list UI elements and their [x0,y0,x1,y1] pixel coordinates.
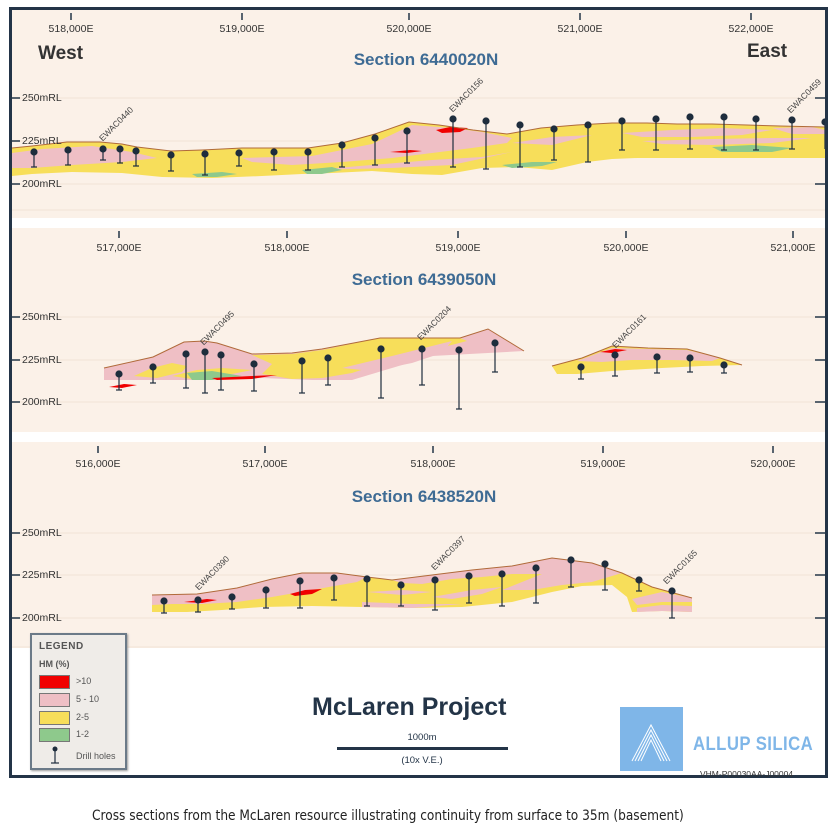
easting-tick-label: 522,000E [728,23,774,35]
logo-text: ALLUP SILICA [693,734,814,755]
easting-tick-label: 521,000E [557,23,603,35]
document-code: VHM-P00030AA-J00004 [700,769,794,779]
legend-subtitle: HM (%) [39,659,70,669]
easting-tick-label: 516,000E [75,458,121,470]
drill-holes-group [30,113,825,176]
section-title: Section 6438520N [351,487,497,506]
section-plot-6439050n [12,231,825,410]
easting-tick-label: 518,000E [410,458,456,470]
legend: LEGEND HM (%) >10 5 - 10 2-5 1-2 Drill h… [30,633,127,770]
swatch-pink [39,693,70,707]
allup-silica-logo-icon [620,707,683,771]
east-label: East [747,41,788,62]
swatch-green [39,728,70,742]
legend-title: LEGEND [39,641,84,652]
figure-frame: 518,000E 519,000E 520,000E 521,000E 522,… [9,7,828,779]
project-title: McLaren Project [312,693,507,721]
easting-tick-label: 519,000E [580,458,626,470]
rl-tick-label: 250mRL [22,92,62,104]
section-panel-6438520n: 516,000E 517,000E 518,000E 519,000E 520,… [12,442,825,648]
section-panel-6439050n: 517,000E 518,000E 519,000E 520,000E 521,… [12,228,825,432]
drill-hole-icon [51,746,59,764]
rl-tick-label: 225mRL [22,354,62,366]
easting-tick-label: 520,000E [750,458,796,470]
rl-tick-label: 250mRL [22,311,62,323]
scale-bar [337,747,508,750]
easting-tick-label: 521,000E [770,242,816,254]
section-title: Section 6439050N [351,270,497,289]
section-plot-6440020n [12,13,825,211]
rl-tick-label: 200mRL [22,396,62,408]
easting-tick-label: 517,000E [242,458,288,470]
rl-tick-label: 200mRL [22,178,62,190]
section-plot-6438520n [12,446,825,648]
swatch-yellow [39,711,70,725]
rl-tick-label: 225mRL [22,135,62,147]
scale-length-label: 1000m [407,732,437,743]
rl-tick-label: 200mRL [22,612,62,624]
rl-tick-label: 225mRL [22,569,62,581]
section-panel-6440020n: 518,000E 519,000E 520,000E 521,000E 522,… [12,10,825,218]
easting-tick-label: 520,000E [386,23,432,35]
easting-tick-label: 519,000E [219,23,265,35]
scale-ve-label: (10x V.E.) [401,755,443,766]
easting-tick-label: 518,000E [48,23,94,35]
figure-caption: Cross sections from the McLaren resource… [92,808,684,824]
easting-tick-label: 520,000E [603,242,649,254]
west-label: West [38,43,84,64]
easting-tick-label: 517,000E [96,242,142,254]
rl-tick-label: 250mRL [22,527,62,539]
section-title: Section 6440020N [353,50,499,69]
easting-tick-label: 519,000E [435,242,481,254]
swatch-red [39,675,70,689]
easting-tick-label: 518,000E [264,242,310,254]
